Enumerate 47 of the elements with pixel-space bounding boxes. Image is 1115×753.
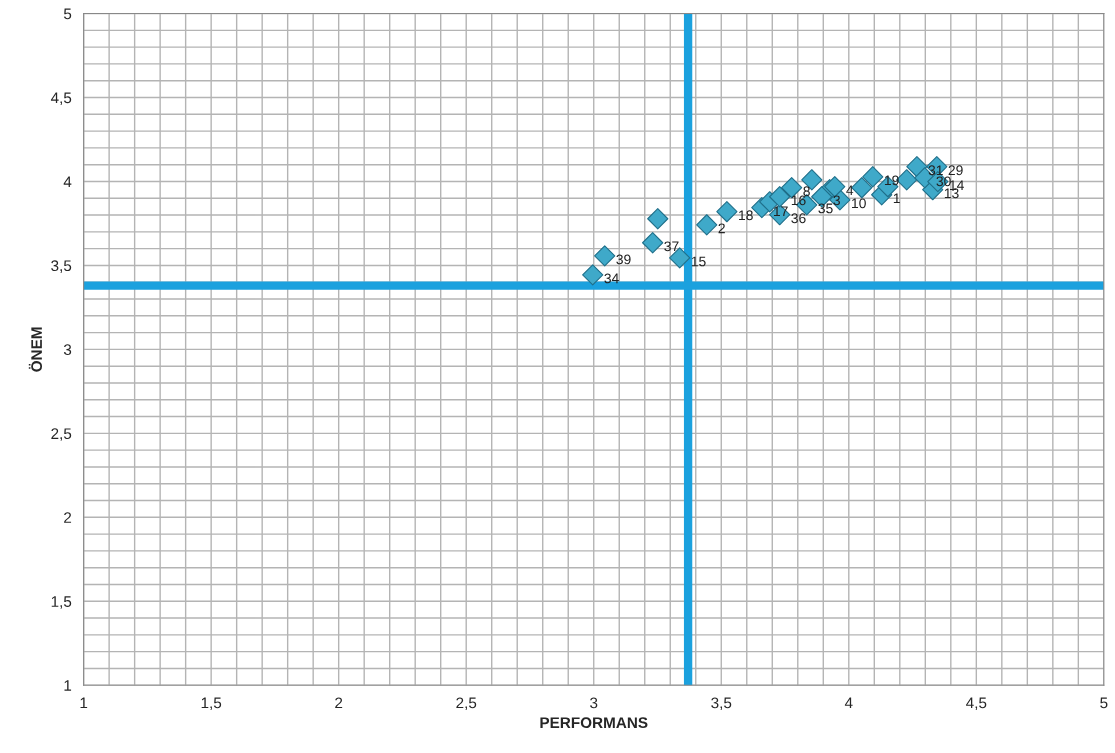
y-tick-label: 2 [64, 512, 72, 523]
point [851, 177, 873, 199]
x-tick-label: 3,5 [711, 697, 732, 711]
annotation: 15 [691, 256, 706, 267]
y-tick-label: 4 [63, 176, 72, 188]
y-tick-label: 3,5 [51, 260, 72, 273]
point [642, 232, 664, 254]
annotation: 8 [803, 186, 810, 197]
point [696, 214, 718, 236]
point [906, 156, 928, 178]
y-tick-label: 3 [63, 344, 72, 356]
point [716, 201, 738, 223]
point [862, 166, 884, 188]
annotation: 1 [893, 193, 900, 204]
annotation: 13 [944, 188, 959, 199]
annotation: 18 [739, 210, 753, 221]
y-tick-label: 2,5 [51, 428, 72, 441]
x-tick-label: 1 [80, 697, 88, 709]
x-tick-label: 4 [844, 697, 853, 709]
annotation: 2 [718, 223, 725, 234]
point [582, 264, 604, 286]
annotation: 3 [833, 195, 840, 206]
annotation: 35 [818, 203, 833, 214]
x-tick-label: 2,5 [456, 697, 477, 711]
y-tick-label: 4,5 [50, 92, 72, 105]
x-tick-label: 1,5 [201, 697, 222, 711]
y-tick-label: 1,5 [51, 596, 72, 609]
annotation: 17 [773, 206, 788, 216]
annotation: 37 [664, 241, 679, 252]
x-axis-title: PERFORMANS [540, 717, 648, 729]
y-tick-label: 5 [63, 8, 72, 20]
y-axis-title: ÖNEM [28, 327, 43, 372]
x-tick-label: 3 [590, 697, 598, 709]
point [594, 245, 616, 267]
annotation: 14 [949, 180, 964, 190]
x-tick-label: 5 [1100, 697, 1108, 709]
annotation: 10 [852, 198, 866, 209]
x-tick-label: 2 [335, 697, 343, 709]
annotation: 39 [616, 254, 631, 265]
point [769, 186, 791, 208]
x-tick-label: 4,5 [966, 697, 987, 711]
annotation: 4 [846, 185, 854, 196]
annotation: 29 [948, 165, 963, 176]
annotation: 36 [791, 213, 806, 224]
point [647, 208, 669, 230]
y-tick-label: 1 [64, 680, 72, 691]
annotation: 31 [928, 165, 943, 176]
